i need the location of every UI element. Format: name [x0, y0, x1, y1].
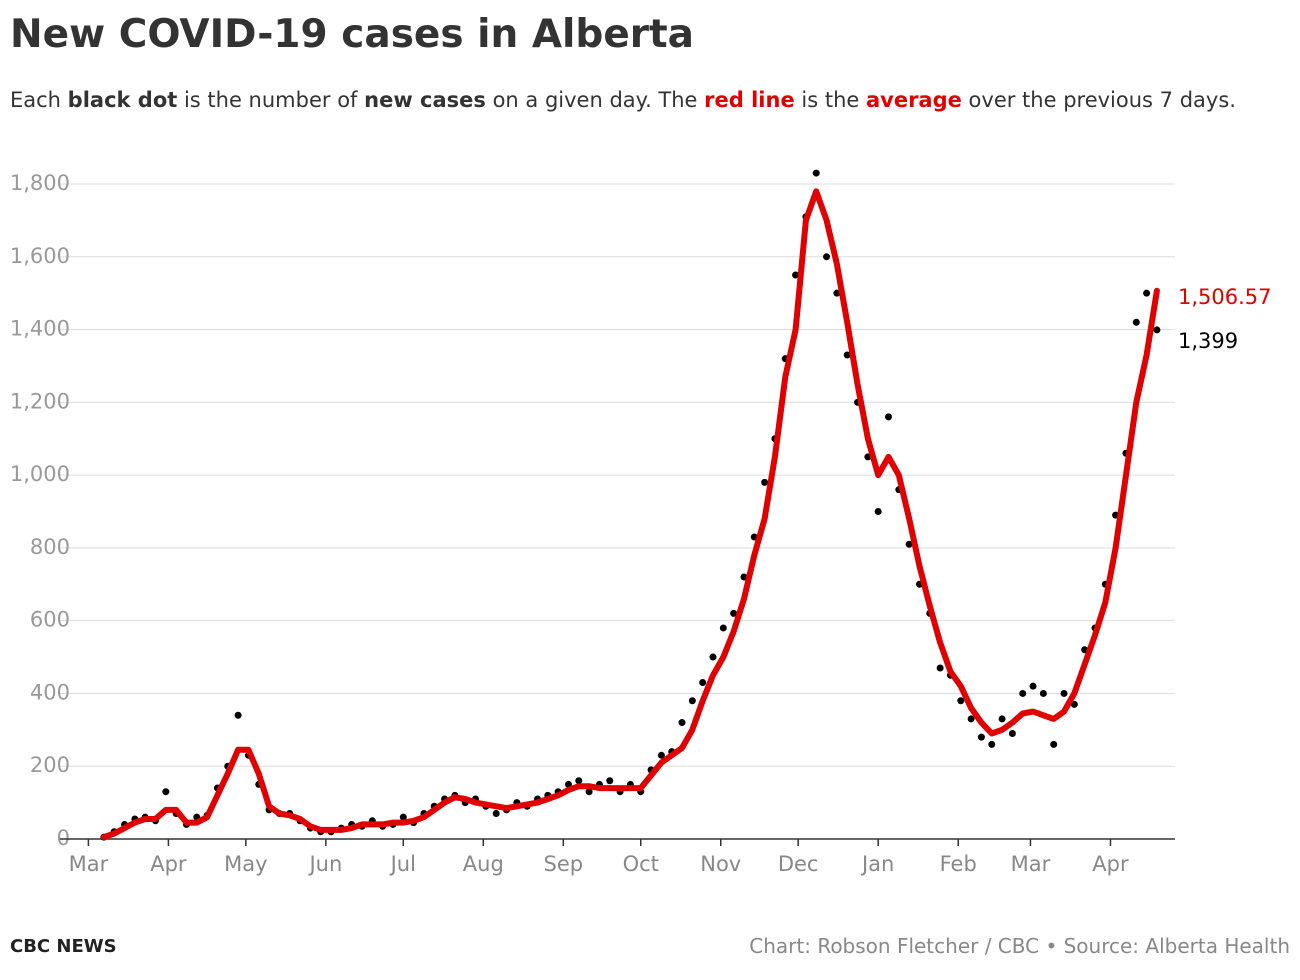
dot	[1070, 700, 1078, 708]
y-tick-label: 1,800	[10, 171, 70, 195]
value-label: 1,399	[1178, 329, 1238, 353]
y-tick-label: 1,600	[10, 244, 70, 268]
dot	[1060, 689, 1068, 697]
y-tick-label: 1,000	[10, 462, 70, 486]
dot	[709, 653, 717, 661]
subtitle-text: Each	[10, 88, 68, 112]
dot	[1039, 689, 1047, 697]
x-tick-label: Jul	[389, 852, 416, 876]
value-label: 1,506.57	[1178, 285, 1272, 309]
dot	[719, 624, 727, 632]
subtitle-text: black dot	[67, 88, 178, 112]
y-tick-label: 1,200	[10, 389, 70, 413]
dot	[843, 351, 851, 359]
subtitle-text: red line	[704, 88, 795, 112]
dot	[1153, 326, 1161, 334]
dot	[1132, 318, 1140, 326]
subtitle-text: over the previous 7 days.	[961, 88, 1236, 112]
y-tick-label: 0	[57, 826, 70, 850]
x-tick-label: Jun	[307, 852, 342, 876]
x-tick-label: May	[224, 852, 267, 876]
brand: CBC NEWS	[10, 936, 117, 957]
y-tick-label: 800	[30, 535, 70, 559]
average-line	[100, 188, 1160, 841]
x-tick-label: Mar	[69, 852, 109, 876]
dot	[812, 169, 820, 177]
dot	[957, 697, 965, 705]
dot	[761, 478, 769, 486]
dot	[998, 715, 1006, 723]
x-tick-label: Dec	[778, 852, 819, 876]
dot	[399, 813, 407, 821]
x-tick-label: Jan	[860, 852, 894, 876]
dot	[988, 740, 996, 748]
dot	[936, 664, 944, 672]
credit: Chart: Robson Fletcher / CBC • Source: A…	[749, 934, 1290, 958]
y-tick-label: 1,400	[10, 317, 70, 341]
subtitle-text: new cases	[364, 88, 486, 112]
dot	[977, 733, 985, 741]
dot	[162, 788, 170, 796]
subtitle-text: is the number of	[177, 88, 365, 112]
y-tick-label: 600	[30, 608, 70, 632]
x-tick-label: Mar	[1011, 852, 1051, 876]
dot	[699, 679, 707, 687]
dot	[678, 719, 686, 727]
subtitle-text: on a given day. The	[485, 88, 705, 112]
dot	[1008, 729, 1016, 737]
dot	[575, 777, 583, 785]
dot	[792, 271, 800, 279]
dot	[905, 540, 913, 548]
chart-subtitle: Each black dot is the number of new case…	[10, 88, 1236, 112]
x-tick-label: Nov	[700, 852, 741, 876]
dot	[730, 609, 738, 617]
dot	[657, 751, 665, 759]
dot	[688, 697, 696, 705]
y-tick-label: 400	[30, 680, 70, 704]
subtitle-text: is the	[794, 88, 866, 112]
dot	[1050, 740, 1058, 748]
x-tick-label: Aug	[463, 852, 504, 876]
dot	[1029, 682, 1037, 690]
x-tick-label: Sep	[544, 852, 584, 876]
dot	[606, 777, 614, 785]
dot	[885, 413, 893, 421]
dot	[967, 715, 975, 723]
y-tick-label: 200	[30, 753, 70, 777]
dot	[833, 289, 841, 297]
dot	[492, 810, 500, 818]
x-tick-label: Feb	[940, 852, 977, 876]
x-tick-label: Apr	[1092, 852, 1129, 876]
chart-title: New COVID-19 cases in Alberta	[10, 12, 694, 57]
dot	[874, 508, 882, 515]
x-tick-label: Oct	[623, 852, 659, 876]
dot	[234, 711, 242, 719]
dot	[1019, 689, 1027, 697]
subtitle-text: average	[865, 88, 962, 112]
x-tick-label: Apr	[150, 852, 187, 876]
dot	[585, 788, 593, 796]
dot	[1143, 289, 1151, 297]
dot	[823, 253, 831, 261]
